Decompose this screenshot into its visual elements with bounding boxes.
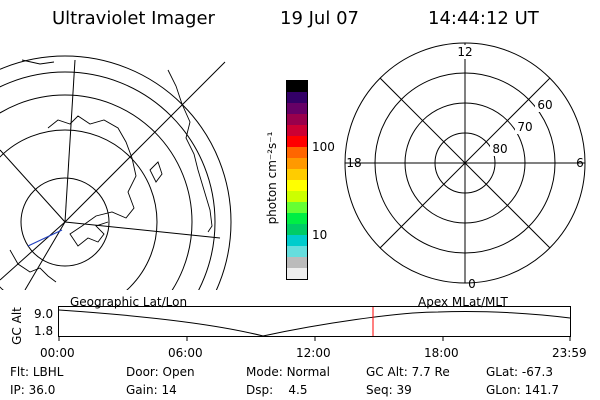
status-mode: Mode: Normal (246, 365, 330, 379)
status-gc-alt: GC Alt: 7.7 Re (366, 365, 450, 379)
color-swatch (287, 268, 307, 279)
color-swatch (287, 213, 307, 224)
mlt-label-18: 18 (346, 156, 361, 170)
timeline-x-tick-1200: 12:00 (296, 346, 331, 360)
mlt-label-0: 0 (468, 277, 476, 291)
status-door: Door: Open (126, 365, 195, 379)
mlt-label-6: 6 (576, 156, 584, 170)
altitude-timeline (58, 306, 571, 341)
timeline-x-tick-1800: 18:00 (424, 346, 459, 360)
color-swatch (287, 81, 307, 92)
altitude-curve (58, 309, 571, 337)
color-swatch (287, 125, 307, 136)
color-swatch (287, 169, 307, 180)
status-gain: Gain: 14 (126, 383, 177, 397)
timeline-right-label: Apex MLat/MLT (418, 295, 508, 309)
color-swatch (287, 103, 307, 114)
color-swatch (287, 158, 307, 169)
status-glon: GLon: 141.7 (486, 383, 559, 397)
color-swatch (287, 191, 307, 202)
status-seq: Seq: 39 (366, 383, 412, 397)
timeline-y-tick-min: 1.8 (34, 324, 54, 338)
status-glat: GLat: -67.3 (486, 365, 553, 379)
color-swatch (287, 246, 307, 257)
lat-label-70: 70 (517, 120, 532, 134)
color-swatch (287, 180, 307, 191)
timeline-left-label: Geographic Lat/Lon (70, 295, 188, 309)
color-swatch (287, 92, 307, 103)
colorbar-unit-label: photon cm⁻²s⁻¹ (265, 131, 279, 225)
color-swatch (287, 202, 307, 213)
color-swatch (287, 224, 307, 235)
coastline (9, 59, 213, 283)
color-swatch (287, 235, 307, 246)
mlt-label-12: 12 (457, 45, 472, 59)
color-swatch (287, 257, 307, 268)
timeline-x-tick-0600: 06:00 (168, 346, 203, 360)
status-flt: Flt: LBHL (10, 365, 64, 379)
status-dsp: Dsp: 4.5 (246, 383, 308, 397)
satellite-track (27, 229, 63, 247)
color-swatch (287, 114, 307, 125)
date-label: 19 Jul 07 (280, 8, 359, 29)
lat-label-60: 60 (537, 98, 552, 112)
app-title: Ultraviolet Imager (52, 8, 215, 29)
lat-label-80: 80 (492, 142, 507, 156)
color-swatch (287, 136, 307, 147)
color-scale-bar (286, 80, 308, 280)
time-label: 14:44:12 UT (428, 8, 539, 29)
geographic-map (0, 55, 232, 290)
status-ip: IP: 36.0 (10, 383, 56, 397)
colorbar-tick-10: 10 (312, 228, 328, 242)
polar-plot: 12 18 6 0 60 70 80 (344, 42, 586, 291)
timeline-y-title: GC Alt (10, 307, 24, 345)
colorbar-tick-100: 100 (312, 140, 335, 154)
color-swatch (287, 147, 307, 158)
timeline-x-tick-2359: 23:59 (552, 346, 587, 360)
timeline-x-tick-0000: 00:00 (40, 346, 75, 360)
timeline-y-tick-max: 9.0 (34, 307, 54, 321)
